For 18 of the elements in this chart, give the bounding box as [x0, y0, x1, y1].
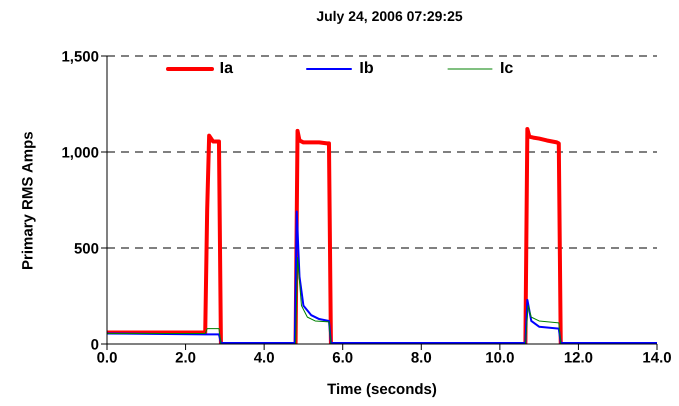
- legend-label: Ib: [359, 60, 374, 78]
- legend-label: Ia: [220, 60, 234, 78]
- x-tick-label: 0.0: [96, 350, 118, 367]
- x-tick-label: 2.0: [175, 350, 196, 367]
- legend-label: Ic: [500, 60, 514, 78]
- x-tick-label: 6.0: [332, 350, 354, 367]
- y-tick-label: 500: [74, 240, 99, 258]
- x-tick-label: 8.0: [410, 350, 432, 367]
- x-tick-label: 4.0: [254, 350, 275, 367]
- y-tick-label: 1,500: [61, 48, 99, 66]
- y-tick-label: 0: [90, 336, 99, 354]
- y-axis-title: Primary RMS Amps: [19, 131, 36, 270]
- x-tick-label: 10.0: [485, 350, 514, 367]
- y-tick-label: 1,000: [61, 144, 99, 162]
- chart-title: July 24, 2006 07:29:25: [315, 8, 464, 26]
- x-tick-label: 12.0: [564, 350, 594, 367]
- x-axis-title: Time (seconds): [327, 381, 437, 398]
- x-tick-label: 14.0: [642, 350, 672, 367]
